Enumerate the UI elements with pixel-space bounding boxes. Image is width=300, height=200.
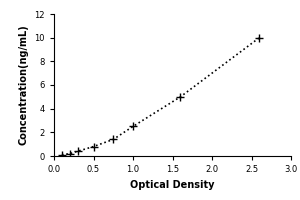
Y-axis label: Concentration(ng/mL): Concentration(ng/mL) [19, 25, 29, 145]
X-axis label: Optical Density: Optical Density [130, 180, 215, 190]
